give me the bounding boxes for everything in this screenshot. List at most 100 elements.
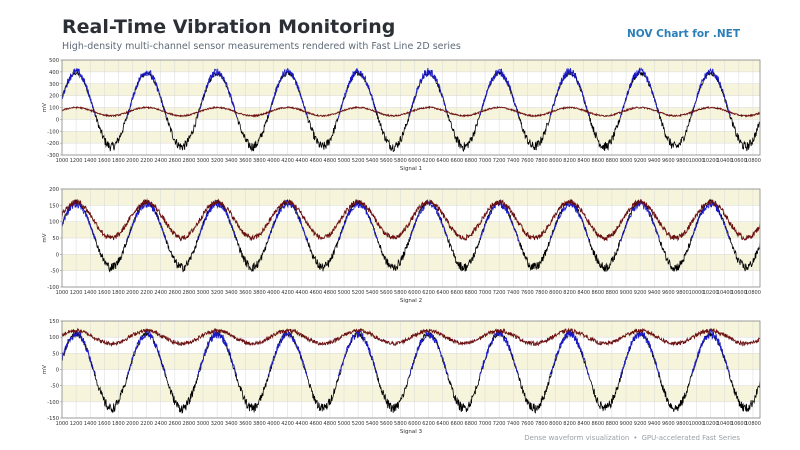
x-tick-label: 9600 (662, 158, 675, 164)
stripe-band (62, 83, 760, 96)
x-tick-label: 8200 (563, 158, 576, 164)
stripe-band (62, 60, 760, 72)
x-tick-label: 4000 (267, 421, 280, 427)
x-tick-label: 5800 (394, 290, 407, 296)
y-axis-title: mV (42, 233, 48, 242)
x-tick-label: 7000 (479, 421, 492, 427)
x-tick-label: 4800 (324, 421, 337, 427)
x-tick-label: 3400 (225, 158, 238, 164)
x-tick-label: 6800 (465, 421, 478, 427)
y-axis-title: mV (42, 365, 48, 374)
y-tick-label: -200 (47, 141, 59, 147)
x-tick-label: 5200 (352, 158, 365, 164)
series-dark-red-line (62, 327, 760, 348)
x-tick-label: 7800 (535, 290, 548, 296)
y-tick-label: -100 (47, 285, 59, 291)
x-tick-label: 7600 (521, 421, 534, 427)
x-tick-label: 1200 (70, 290, 83, 296)
x-tick-label: 5000 (338, 158, 351, 164)
x-tick-label: 4600 (309, 290, 322, 296)
x-tick-label: 9000 (620, 290, 633, 296)
y-tick-label: 50 (52, 236, 59, 242)
x-tick-label: 5200 (352, 290, 365, 296)
x-tick-label: 6400 (436, 290, 449, 296)
x-tick-label: 10600 (731, 290, 747, 296)
stripe-band (62, 321, 760, 338)
x-tick-label: 6800 (465, 158, 478, 164)
x-tick-label: 3000 (197, 421, 210, 427)
x-tick-label: 1400 (84, 290, 97, 296)
x-tick-label: 10400 (717, 158, 733, 164)
x-tick-label: 2800 (183, 421, 196, 427)
stripe-band (62, 221, 760, 238)
x-tick-label: 10000 (689, 290, 705, 296)
footer-right-text: GPU-accelerated Fast Series (641, 434, 740, 442)
y-tick-label: -50 (51, 269, 59, 275)
x-tick-label: 4800 (324, 290, 337, 296)
footer-separator: • (633, 434, 638, 442)
x-tick-label: 5400 (366, 421, 379, 427)
x-tick-label: 6800 (465, 290, 478, 296)
x-tick-label: 2200 (140, 290, 153, 296)
x-tick-label: 7400 (507, 290, 520, 296)
x-tick-label: 4200 (281, 290, 294, 296)
x-tick-label: 10400 (717, 290, 733, 296)
x-tick-label: 1600 (98, 290, 111, 296)
x-tick-label: 1200 (70, 158, 83, 164)
x-tick-label: 4400 (295, 421, 308, 427)
x-tick-label: 7800 (535, 421, 548, 427)
x-tick-label: 5600 (380, 290, 393, 296)
x-tick-label: 5000 (338, 421, 351, 427)
x-axis-title: Signal 1 (400, 166, 422, 172)
y-tick-label: -100 (47, 129, 59, 135)
x-tick-label: 8800 (606, 421, 619, 427)
x-tick-label: 3600 (239, 421, 252, 427)
x-tick-label: 7200 (493, 421, 506, 427)
x-tick-label: 9800 (676, 158, 689, 164)
x-tick-label: 4000 (267, 158, 280, 164)
x-tick-label: 3800 (253, 158, 266, 164)
y-tick-label: 200 (49, 187, 59, 193)
x-tick-label: 10800 (745, 421, 761, 427)
x-tick-label: 1000 (56, 290, 69, 296)
series-dark-red-line (62, 105, 760, 118)
x-tick-label: 6400 (436, 158, 449, 164)
x-tick-label: 1800 (112, 158, 125, 164)
x-tick-label: 4400 (295, 290, 308, 296)
x-axis-title: Signal 2 (400, 298, 422, 304)
x-tick-label: 10600 (731, 421, 747, 427)
stripe-band (62, 189, 760, 206)
x-tick-label: 3600 (239, 158, 252, 164)
x-tick-label: 2000 (126, 158, 139, 164)
x-tick-label: 6200 (422, 290, 435, 296)
x-tick-label: 1400 (84, 421, 97, 427)
x-tick-label: 2400 (154, 421, 167, 427)
stripe-band (62, 131, 760, 144)
y-tick-label: 150 (49, 319, 59, 325)
y-tick-label: 0 (56, 117, 59, 123)
x-tick-label: 7600 (521, 158, 534, 164)
x-tick-label: 8400 (577, 290, 590, 296)
x-tick-label: 3200 (211, 158, 224, 164)
x-tick-label: 3600 (239, 290, 252, 296)
x-tick-label: 7600 (521, 290, 534, 296)
series-blue-line (62, 67, 731, 119)
x-tick-label: 6400 (436, 421, 449, 427)
x-tick-label: 7200 (493, 290, 506, 296)
x-tick-label: 9200 (634, 158, 647, 164)
x-tick-label: 4600 (309, 158, 322, 164)
x-tick-label: 3000 (197, 158, 210, 164)
y-tick-label: -50 (51, 384, 59, 390)
x-axis-title: Signal 3 (400, 429, 423, 435)
x-tick-label: 8800 (606, 290, 619, 296)
x-tick-label: 8200 (563, 290, 576, 296)
x-tick-label: 9000 (620, 158, 633, 164)
x-tick-label: 5600 (380, 421, 393, 427)
x-tick-label: 5800 (394, 158, 407, 164)
x-tick-label: 2000 (126, 290, 139, 296)
x-tick-label: 5000 (338, 290, 351, 296)
x-tick-label: 8200 (563, 421, 576, 427)
x-tick-label: 2400 (154, 290, 167, 296)
